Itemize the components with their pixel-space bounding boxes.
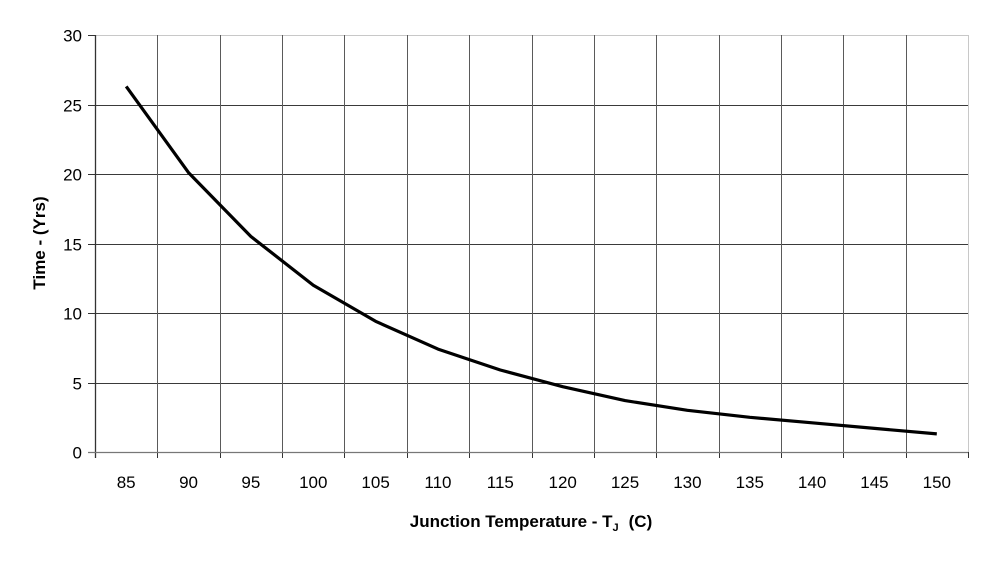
x-axis-title-suffix: (C) xyxy=(629,512,653,531)
x-axis-title-subscript: J xyxy=(613,522,619,534)
x-tick-label: 100 xyxy=(299,473,327,492)
y-tick-label: 0 xyxy=(73,444,82,463)
x-axis-title-main: Junction Temperature - T xyxy=(410,512,613,531)
y-tick-label: 25 xyxy=(63,97,82,116)
x-axis-title: Junction Temperature - TJ (C) xyxy=(410,512,653,534)
x-tick-label: 150 xyxy=(923,473,951,492)
x-tick-label: 120 xyxy=(548,473,576,492)
x-tick-label: 125 xyxy=(611,473,639,492)
x-axis-tick-labels: 85 90 95 100 105 110 115 120 125 130 135 140 145 150 xyxy=(117,473,951,492)
y-tick-label: 20 xyxy=(63,166,82,185)
series-line xyxy=(124,85,937,436)
x-tick-label: 85 xyxy=(117,473,136,492)
y-axis-title: Time - (Yrs) xyxy=(30,196,49,289)
y-tick-label: 10 xyxy=(63,305,82,324)
horizontal-gridlines xyxy=(95,35,968,384)
x-tick-label: 95 xyxy=(241,473,260,492)
y-tick-label: 15 xyxy=(63,236,82,255)
x-tick-label: 135 xyxy=(736,473,764,492)
x-tick-label: 140 xyxy=(798,473,826,492)
x-tick-label: 105 xyxy=(361,473,389,492)
x-tick-label: 110 xyxy=(424,473,451,492)
y-axis-tick-labels: 0 5 10 15 20 25 30 xyxy=(63,27,82,463)
data-series xyxy=(124,85,937,436)
x-tick-label: 115 xyxy=(487,473,514,492)
x-tick-label: 130 xyxy=(673,473,701,492)
x-tick-label: 145 xyxy=(860,473,888,492)
x-tick-label: 90 xyxy=(179,473,198,492)
y-tick-label: 5 xyxy=(73,375,82,394)
y-tick-label: 30 xyxy=(63,27,82,46)
vertical-gridlines xyxy=(157,35,969,452)
axes xyxy=(88,35,969,458)
